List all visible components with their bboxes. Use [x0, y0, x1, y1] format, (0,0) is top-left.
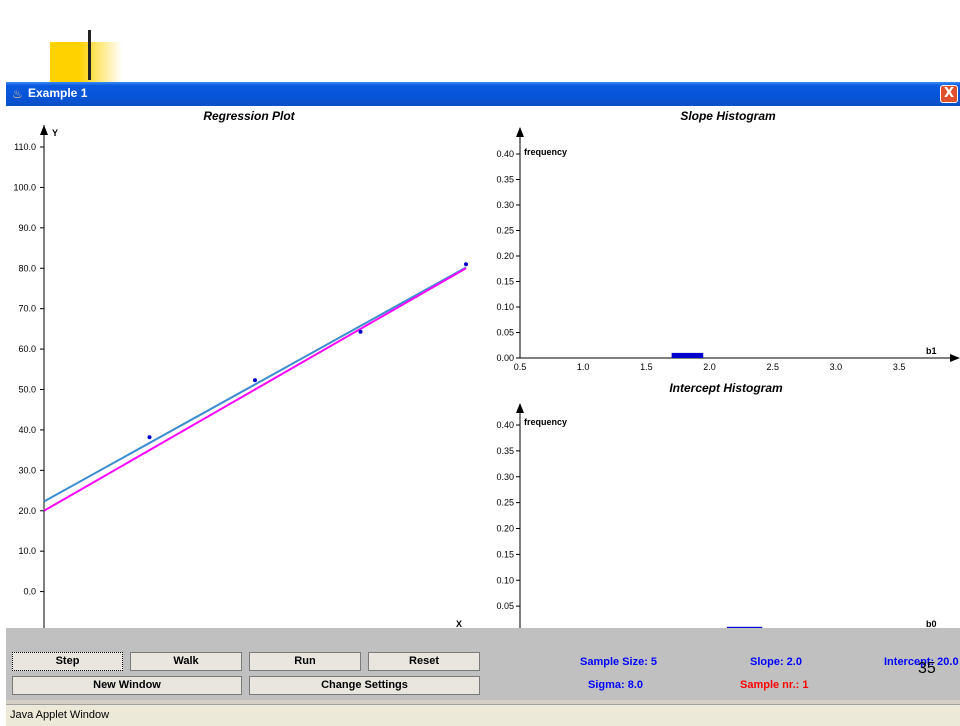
- regression-point: [464, 262, 468, 267]
- int-y-tick-label: 0.25: [496, 498, 514, 508]
- slope-x-tick-label: 2.0: [703, 362, 716, 372]
- regression-y-tick-label: 30.0: [18, 465, 36, 475]
- window-title: Example 1: [28, 86, 88, 100]
- slope-x-tick-label: 0.5: [514, 362, 527, 372]
- int-y-tick-label: 0.10: [496, 575, 514, 585]
- regression-y-tick-label: 100.0: [13, 182, 36, 192]
- slope-x-arrow: [950, 354, 960, 362]
- slope-histogram-chart: frequency b1 0.00 0.05 0.10 0.15 0.20 0.25 0.3…: [496, 127, 960, 372]
- slope-x-tick-label: 3.5: [893, 362, 906, 372]
- int-y-tick-label: 0.15: [496, 549, 514, 559]
- regression-y-tick-label: 60.0: [18, 344, 36, 354]
- slope-y-tick-label: 0.10: [496, 302, 514, 312]
- slope-bar: [671, 352, 704, 358]
- int-y-tick-label: 0.20: [496, 524, 514, 534]
- status-bar: Java Applet Window: [6, 704, 960, 726]
- slope-value-label: Slope: 2.0: [750, 656, 802, 668]
- close-button[interactable]: X: [940, 85, 958, 103]
- regression-point: [358, 329, 363, 334]
- regression-chart: Y X -10.00.010.020.030.040.050.060.070.0…: [13, 125, 484, 632]
- slope-y-label: frequency: [524, 147, 567, 157]
- regression-point: [253, 378, 257, 383]
- slope-y-arrow: [516, 127, 524, 137]
- slope-x-tick-label: 3.0: [830, 362, 843, 372]
- slope-y-tick-label: 0.35: [496, 175, 514, 185]
- status-text: Java Applet Window: [10, 709, 110, 721]
- regression-y-tick-label: 90.0: [18, 223, 36, 233]
- regression-y-label: Y: [52, 128, 58, 138]
- regression-y-tick-label: 110.0: [14, 142, 36, 152]
- slope-x-label: b1: [926, 346, 937, 356]
- intercept-value-label: Intercept: 20.0: [884, 656, 959, 668]
- control-panel: Step Walk Run Reset New Window Change Se…: [6, 628, 960, 700]
- regression-line-0: [43, 266, 467, 503]
- new-window-button[interactable]: New Window: [12, 676, 242, 695]
- regression-y-tick-label: 50.0: [18, 385, 36, 395]
- regression-y-tick-label: 80.0: [18, 263, 36, 273]
- sample-number-label: Sample nr.: 1: [740, 679, 809, 691]
- slide-accent-bar: [88, 30, 91, 80]
- intercept-y-arrow: [516, 403, 524, 413]
- slope-x-tick-label: 2.5: [766, 362, 779, 372]
- close-icon: X: [943, 86, 955, 101]
- walk-button[interactable]: Walk: [130, 652, 242, 671]
- slope-x-tick-label: 1.5: [640, 362, 653, 372]
- sigma-label: Sigma: 8.0: [588, 679, 644, 691]
- int-y-tick-label: 0.30: [496, 472, 514, 482]
- slope-y-tick-label: 0.00: [496, 353, 514, 363]
- change-settings-button[interactable]: Change Settings: [249, 676, 480, 695]
- slope-y-tick-label: 0.15: [496, 277, 514, 287]
- regression-point: [147, 435, 152, 440]
- regression-y-tick-label: 10.0: [18, 546, 36, 556]
- regression-y-tick-label: 20.0: [18, 506, 36, 516]
- slope-y-tick-label: 0.05: [496, 328, 514, 338]
- int-y-tick-label: 0.40: [496, 420, 514, 430]
- slope-y-tick-label: 0.20: [496, 251, 514, 261]
- slope-y-tick-label: 0.25: [496, 226, 514, 236]
- reset-button[interactable]: Reset: [368, 652, 480, 671]
- plot-area: Regression Plot Slope Histogram Intercep…: [6, 106, 960, 632]
- regression-plot-title: Regression Plot: [203, 109, 295, 123]
- slope-y-tick-label: 0.30: [496, 200, 514, 210]
- slope-x-tick-label: 1.0: [577, 362, 590, 372]
- intercept-x-label: b0: [926, 619, 937, 629]
- intercept-y-label: frequency: [524, 417, 567, 427]
- applet-window: ♨ Example 1 X Regression Plot Slope Hist…: [6, 82, 960, 726]
- int-y-tick-label: 0.35: [496, 446, 514, 456]
- slide-page-number: 35: [918, 660, 936, 677]
- regression-y-tick-label: 70.0: [18, 304, 36, 314]
- slope-histogram-title: Slope Histogram: [680, 109, 776, 123]
- regression-line-1: [43, 267, 467, 512]
- step-button[interactable]: Step: [12, 652, 123, 671]
- regression-x-label: X: [456, 619, 462, 629]
- title-bar[interactable]: ♨ Example 1 X: [6, 82, 960, 106]
- sample-size-label: Sample Size: 5: [580, 656, 658, 668]
- run-button[interactable]: Run: [249, 652, 361, 671]
- slope-y-tick-label: 0.40: [496, 149, 514, 159]
- regression-y-tick-label: 40.0: [18, 425, 36, 435]
- java-cup-icon: ♨: [12, 87, 23, 101]
- plots-svg: Regression Plot Slope Histogram Intercep…: [13, 109, 960, 632]
- intercept-histogram-chart: frequency b0 0.000.050.100.150.200.250.3…: [496, 403, 960, 632]
- intercept-histogram-title: Intercept Histogram: [669, 381, 783, 395]
- int-y-tick-label: 0.05: [496, 601, 514, 611]
- regression-y-tick-label: 0.0: [23, 587, 36, 597]
- regression-y-arrow: [40, 125, 48, 135]
